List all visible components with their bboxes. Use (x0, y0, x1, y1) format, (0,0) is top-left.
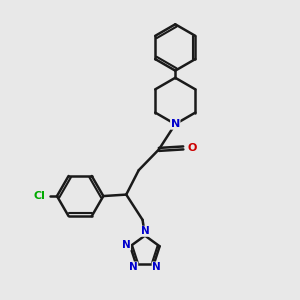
Text: Cl: Cl (34, 191, 46, 201)
Text: N: N (152, 262, 161, 272)
Text: N: N (141, 226, 149, 236)
Text: O: O (187, 143, 196, 153)
Text: N: N (122, 240, 130, 250)
Text: N: N (171, 119, 180, 129)
Text: N: N (129, 262, 138, 272)
